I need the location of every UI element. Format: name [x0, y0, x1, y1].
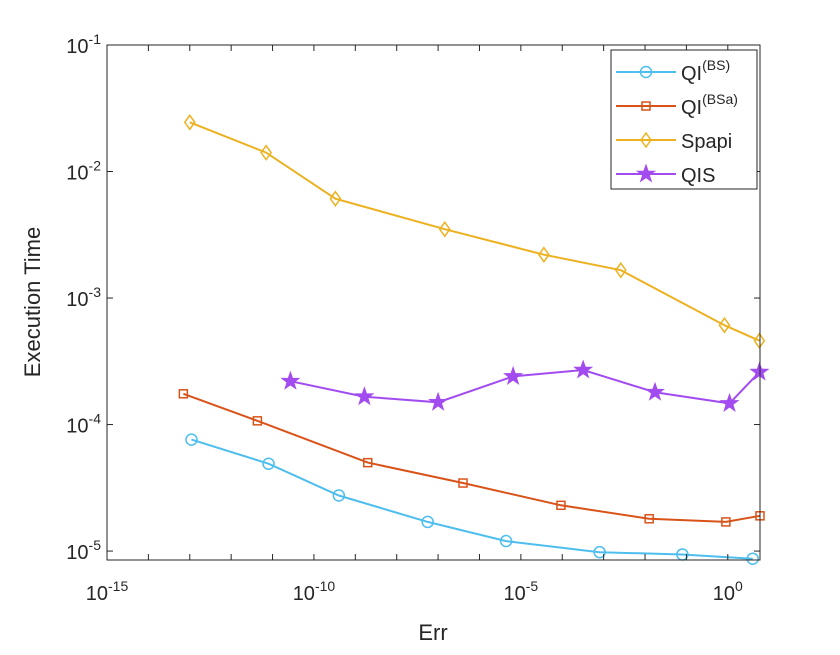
series-line: [191, 438, 753, 560]
circle-marker: [746, 552, 759, 565]
x-tick-label: 10-5: [504, 578, 539, 605]
legend-label: QI(BSa): [681, 91, 738, 119]
y-tick-label: 10-5: [66, 537, 101, 564]
series-layer: [178, 113, 770, 565]
square-marker: [458, 478, 468, 488]
star-marker: [354, 386, 375, 406]
star-marker: [635, 163, 657, 183]
series-qi-bs: [185, 433, 759, 565]
square-marker: [721, 517, 731, 527]
legend-entry: QI(BS): [616, 57, 730, 85]
y-tick-label: 10-4: [66, 411, 101, 438]
square-marker: [363, 457, 373, 468]
circle-marker: [421, 515, 434, 529]
star-marker: [719, 392, 740, 412]
y-tick-label: 10-2: [66, 158, 101, 185]
star-marker: [280, 370, 301, 390]
axes-box: [106, 44, 761, 561]
square-marker: [644, 514, 654, 524]
legend-box: [610, 49, 758, 190]
series-line: [290, 368, 761, 405]
star-marker: [428, 391, 449, 411]
y-tick-label: 10-3: [66, 284, 101, 311]
series-line: [183, 392, 761, 523]
legend-label: Spapi: [681, 131, 732, 153]
axes: 10-15 10-10 10-5 100 10-5 10-4 10-3 10-2 10-1: [66, 31, 761, 605]
legend-entry: QIS: [616, 163, 715, 187]
x-tick-label: 10-10: [293, 578, 336, 605]
series-spapi: [183, 113, 766, 349]
diamond-marker: [329, 190, 342, 207]
diamond-marker: [438, 220, 451, 238]
y-tick-label: 10-1: [66, 31, 101, 58]
circle-marker: [639, 65, 653, 79]
x-axis-label: Err: [418, 620, 447, 645]
circle-marker: [593, 545, 606, 559]
diamond-marker: [753, 332, 766, 349]
star-marker: [644, 381, 665, 401]
x-tick-label: 100: [713, 578, 743, 605]
square-marker: [252, 416, 263, 426]
square-marker: [556, 500, 566, 511]
circle-marker: [262, 457, 275, 470]
diamond-marker: [614, 261, 627, 279]
series-qis: [280, 359, 770, 412]
series-line: [189, 121, 760, 342]
diamond-marker: [718, 316, 731, 334]
x-tick-label: 10-15: [86, 578, 129, 605]
diamond-marker: [260, 144, 273, 161]
legend-entry: QI(BSa): [616, 91, 738, 119]
square-marker: [178, 389, 189, 399]
star-marker: [749, 361, 770, 381]
circle-marker: [332, 489, 346, 502]
legend: QI(BS) QI(BSa) Spapi QIS: [610, 49, 758, 190]
square-marker: [641, 101, 651, 111]
diamond-marker: [183, 113, 196, 131]
circle-marker: [499, 534, 513, 548]
diamond-marker: [537, 246, 550, 264]
legend-label: QIS: [681, 165, 715, 187]
star-marker: [503, 365, 524, 385]
star-marker: [573, 359, 594, 379]
y-axis-label: Execution Time: [20, 227, 45, 377]
legend-entry: Spapi: [616, 131, 732, 153]
legend-label: QI(BS): [681, 57, 730, 85]
circle-marker: [185, 433, 198, 446]
diamond-marker: [640, 131, 652, 149]
